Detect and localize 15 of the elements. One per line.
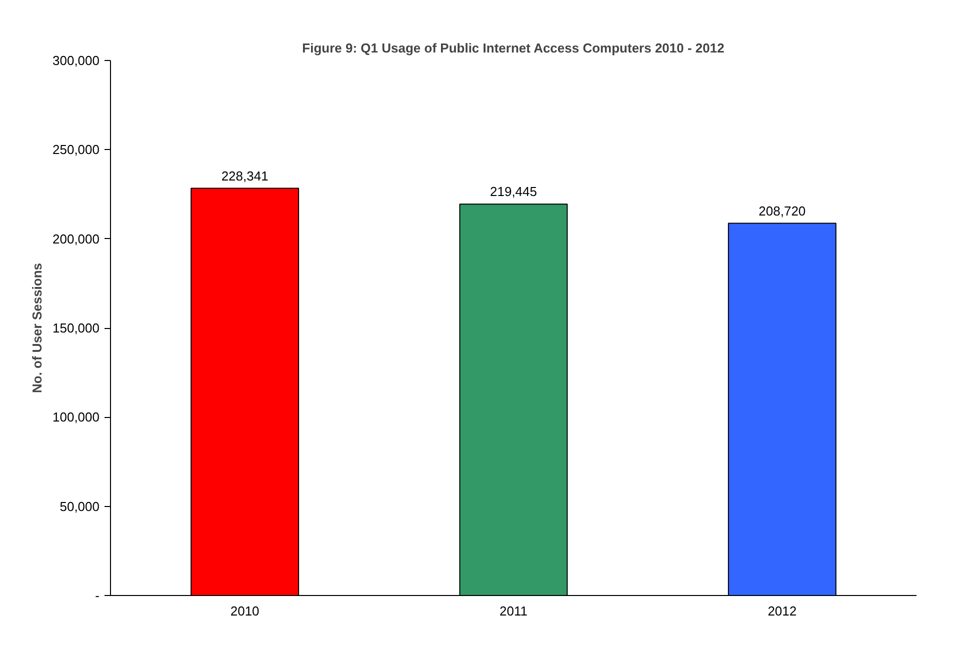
y-tick-label: 100,000	[52, 410, 100, 425]
y-tick-label: 300,000	[52, 53, 100, 68]
x-tick-label: 2010	[230, 604, 260, 618]
chart-title: Figure 9: Q1 Usage of Public Internet Access Computers 2010 - 2012	[302, 40, 724, 56]
y-tick-label: -	[95, 588, 100, 603]
y-tick-label: 50,000	[60, 498, 100, 514]
data-label: 208,720	[758, 203, 806, 218]
y-tick-label: 250,000	[52, 142, 100, 158]
data-label: 228,341	[221, 168, 268, 184]
y-tick-label: 200,000	[52, 231, 100, 246]
x-tick-label: 2011	[500, 604, 528, 618]
y-axis-title: No. of User Sessions	[30, 262, 45, 394]
data-label: 219,445	[490, 184, 538, 200]
x-tick-label: 2012	[768, 604, 797, 618]
y-tick-label: 150,000	[52, 320, 100, 336]
